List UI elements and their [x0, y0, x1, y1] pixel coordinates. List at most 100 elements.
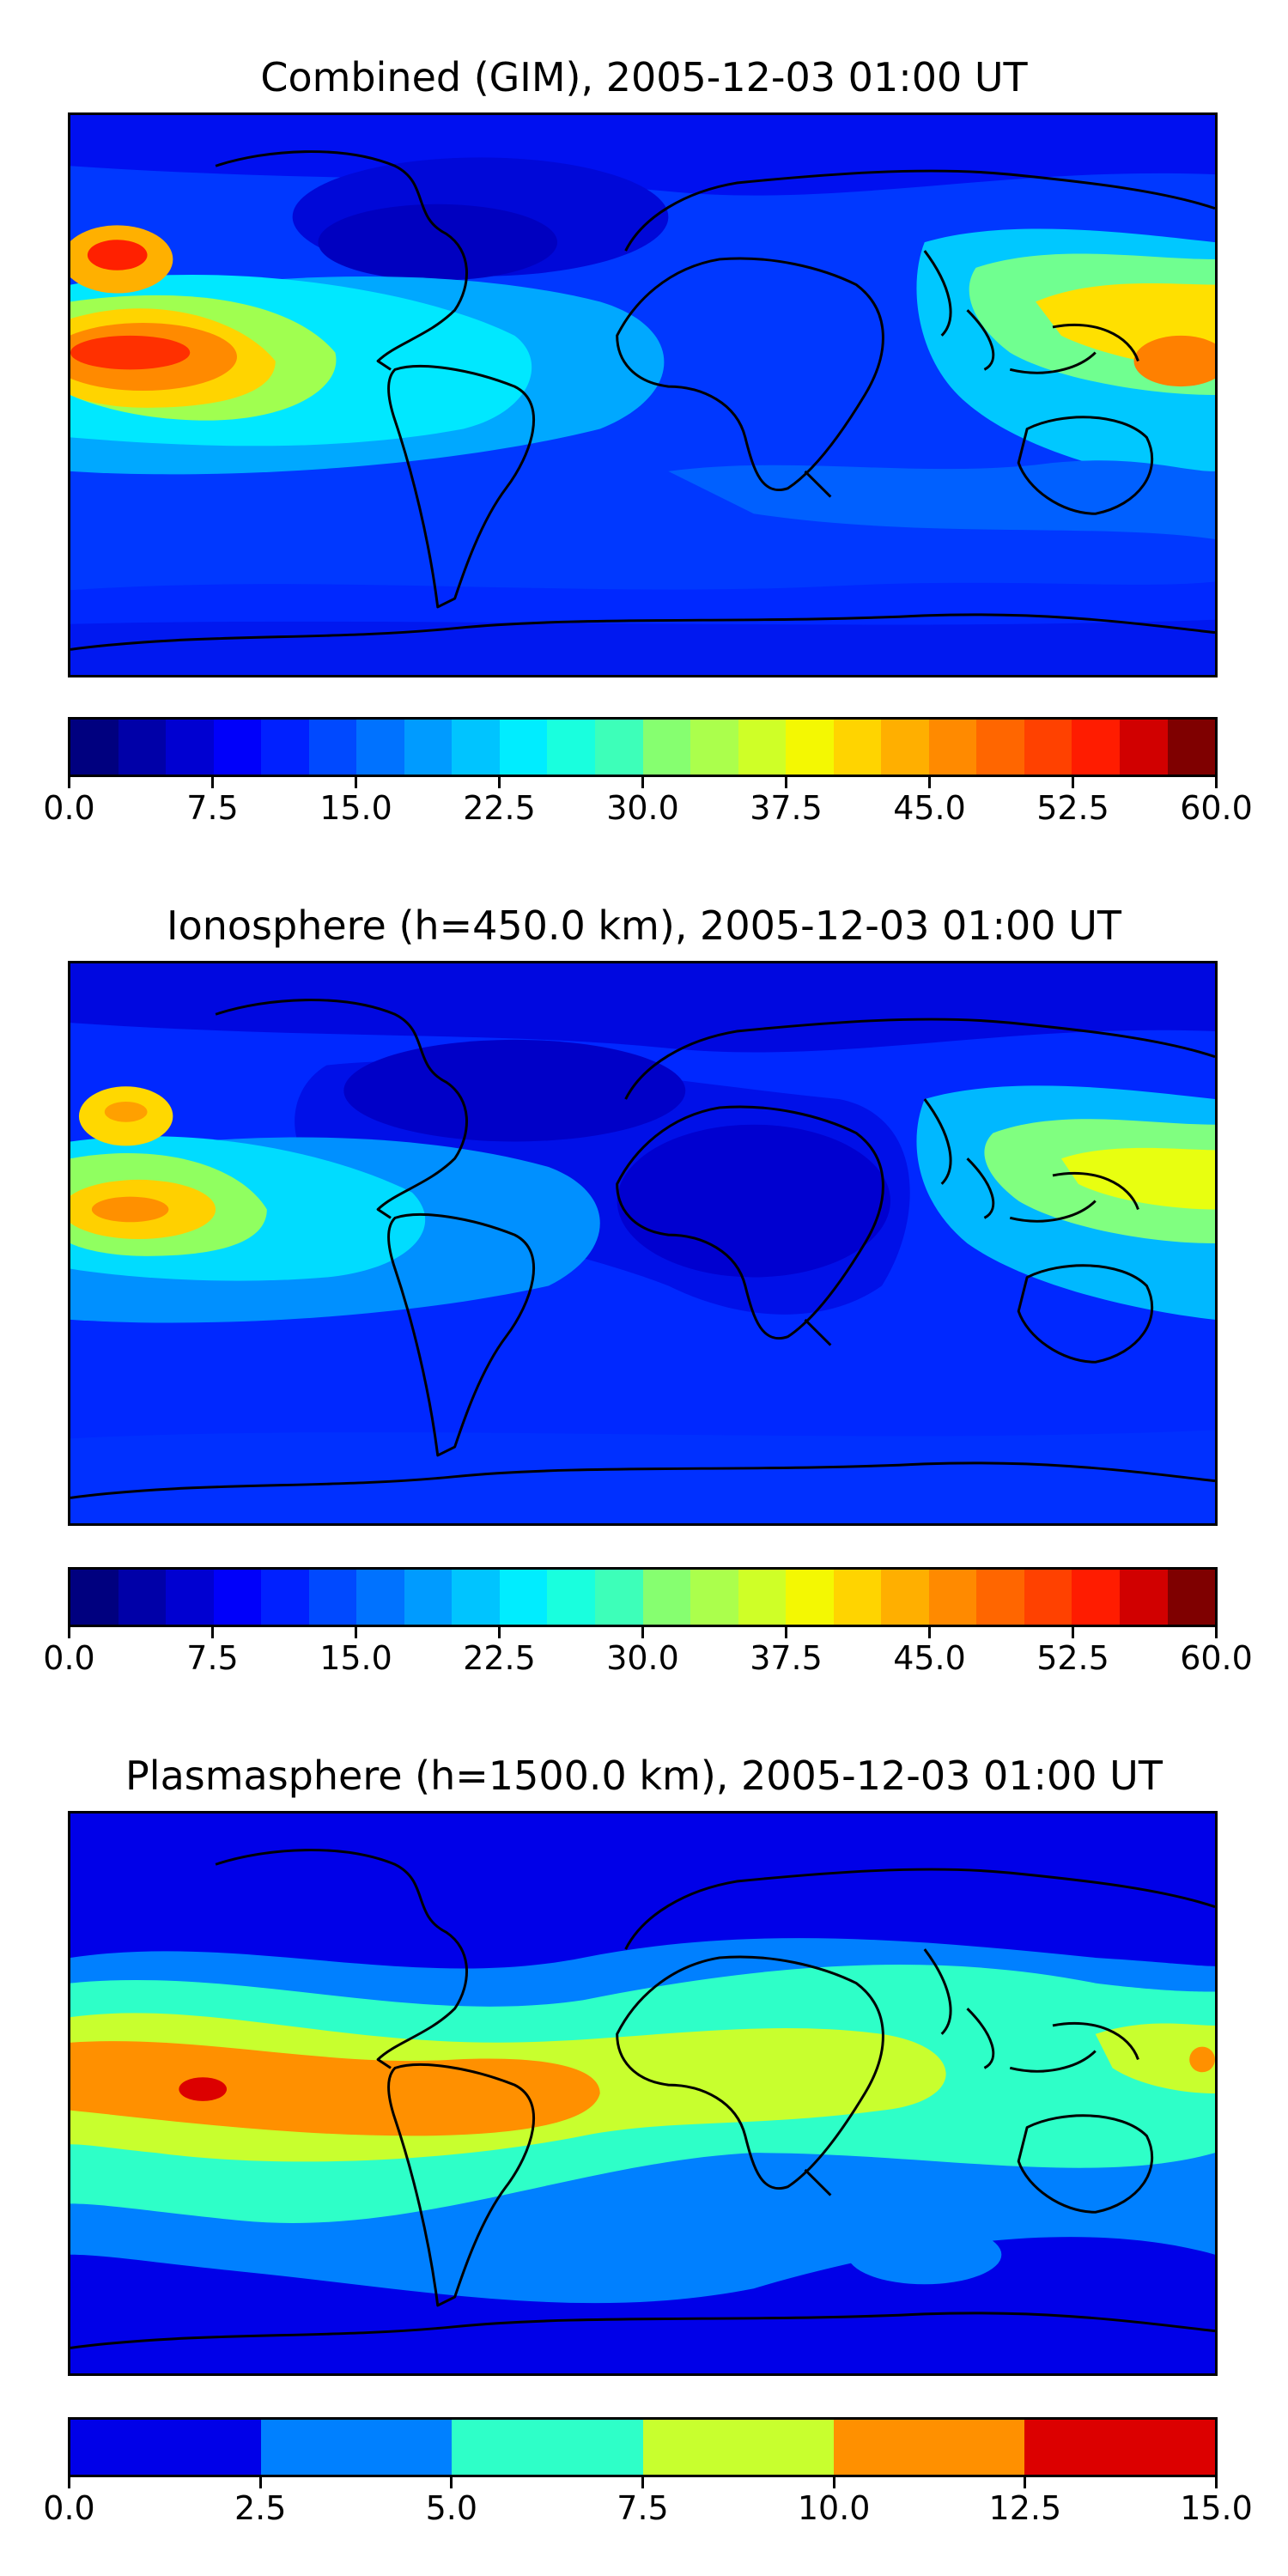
colorbar-tick — [641, 2477, 644, 2488]
colorbar-segment — [499, 1570, 548, 1625]
colorbar-tick-label: 30.0 — [606, 1639, 679, 1677]
colorbar-tick — [1215, 1627, 1218, 1638]
map-combined-gim — [68, 112, 1218, 677]
colorbar-tick-label: 37.5 — [750, 789, 823, 827]
colorbar-tick-label: 15.0 — [319, 1639, 392, 1677]
colorbar-tick-label: 0.0 — [43, 1639, 95, 1677]
colorbar-segment — [1024, 1570, 1072, 1625]
panel-title-plasmasphere: Plasmasphere (h=1500.0 km), 2005-12-03 0… — [125, 1753, 1163, 1799]
colorbar-segment — [452, 1570, 500, 1625]
colorbar-tick — [68, 2477, 70, 2488]
colorbar-tick-label: 15.0 — [1180, 2489, 1253, 2527]
colorbar-segment — [70, 720, 118, 775]
colorbar-segment — [928, 1570, 977, 1625]
colorbar-segment — [690, 720, 738, 775]
colorbar-tick-label: 10.0 — [797, 2489, 871, 2527]
colorbar-tick-label: 0.0 — [43, 789, 95, 827]
colorbar-tick — [498, 777, 501, 788]
colorbar-tick-label: 60.0 — [1180, 789, 1253, 827]
colorbar-tick-label: 2.5 — [234, 2489, 287, 2527]
colorbar-tick — [641, 1627, 644, 1638]
colorbar-tick-label: 22.5 — [463, 789, 536, 827]
colorbar-segment — [308, 1570, 357, 1625]
colorbar-segment — [452, 2420, 643, 2475]
colorbar-tick — [211, 777, 214, 788]
colorbar-segment — [738, 720, 787, 775]
colorbar-tick — [928, 1627, 931, 1638]
colorbar-segment — [1024, 720, 1072, 775]
colorbar-tick-label: 52.5 — [1036, 1639, 1109, 1677]
colorbar-tick — [1215, 777, 1218, 788]
colorbar-tick-label: 45.0 — [893, 1639, 966, 1677]
colorbar-tick — [355, 1627, 357, 1638]
colorbar-tick-label: 7.5 — [186, 789, 239, 827]
colorbar-segment — [1167, 1570, 1215, 1625]
colorbar-segment — [547, 720, 596, 775]
colorbar-segment — [690, 1570, 738, 1625]
panel-title-ionosphere: Ionosphere (h=450.0 km), 2005-12-03 01:0… — [167, 902, 1121, 949]
colorbar-tick-label: 7.5 — [617, 2489, 669, 2527]
colorbar-tick — [68, 777, 70, 788]
colorbar-tick-label: 45.0 — [893, 789, 966, 827]
colorbar-segment — [1072, 720, 1121, 775]
colorbar-segment — [833, 720, 882, 775]
colorbar-segment — [308, 720, 357, 775]
colorbar-segment — [261, 1570, 309, 1625]
colorbar-segment — [70, 2420, 262, 2475]
colorbar-segment — [261, 2420, 453, 2475]
colorbar-segment — [786, 1570, 834, 1625]
colorbar-segment — [738, 1570, 787, 1625]
colorbar-segment — [356, 1570, 404, 1625]
colorbar-segment — [595, 720, 643, 775]
colorbar-segment — [642, 720, 691, 775]
colorbar-segment — [118, 1570, 167, 1625]
colorbar-segment — [166, 1570, 214, 1625]
colorbar-tick — [258, 2477, 262, 2488]
colorbar-segment — [642, 2420, 834, 2475]
colorbar-tick-label: 60.0 — [1180, 1639, 1253, 1677]
colorbar-tick-label: 15.0 — [319, 789, 392, 827]
map-ionosphere — [68, 961, 1218, 1526]
colorbar-plasmasphere — [68, 2417, 1218, 2477]
colorbar-segment — [547, 1570, 596, 1625]
colorbar-segment — [404, 1570, 453, 1625]
colorbar-tick-label: 52.5 — [1036, 789, 1109, 827]
colorbar-segment — [928, 720, 977, 775]
colorbar-segment — [166, 720, 214, 775]
colorbar-tick — [211, 1627, 214, 1638]
colorbar-tick — [1072, 1627, 1074, 1638]
colorbar-segment — [1120, 720, 1168, 775]
colorbar-segment — [213, 1570, 262, 1625]
colorbar-segment — [70, 1570, 118, 1625]
colorbar-tick — [1072, 777, 1074, 788]
colorbar-tick — [1024, 2477, 1027, 2488]
colorbar-tick — [68, 1627, 70, 1638]
colorbar-segment — [786, 720, 834, 775]
colorbar-segment — [1072, 1570, 1121, 1625]
colorbar-segment — [452, 720, 500, 775]
map-plasmasphere — [68, 1811, 1218, 2376]
panel-title-combined: Combined (GIM), 2005-12-03 01:00 UT — [260, 54, 1028, 100]
colorbar-segment — [118, 720, 167, 775]
colorbar-segment — [976, 720, 1024, 775]
colorbar-segment — [404, 720, 453, 775]
colorbar-segment — [833, 1570, 882, 1625]
colorbar-segment — [1024, 2420, 1215, 2475]
colorbar-tick — [641, 777, 644, 788]
colorbar-tick — [1215, 2477, 1218, 2488]
colorbar-tick — [355, 777, 357, 788]
colorbar-segment — [881, 720, 929, 775]
colorbar-segment — [213, 720, 262, 775]
colorbar-tick-label: 7.5 — [186, 1639, 239, 1677]
colorbar-tick-label: 22.5 — [463, 1639, 536, 1677]
colorbar-segment — [595, 1570, 643, 1625]
colorbar-segment — [499, 720, 548, 775]
colorbar-segment — [261, 720, 309, 775]
colorbar-segment — [881, 1570, 929, 1625]
colorbar-segment — [356, 720, 404, 775]
colorbar-tick — [832, 2477, 835, 2488]
colorbar-tick-label: 37.5 — [750, 1639, 823, 1677]
colorbar-segment — [976, 1570, 1024, 1625]
colorbar-segment — [1167, 720, 1215, 775]
colorbar-tick — [450, 2477, 453, 2488]
